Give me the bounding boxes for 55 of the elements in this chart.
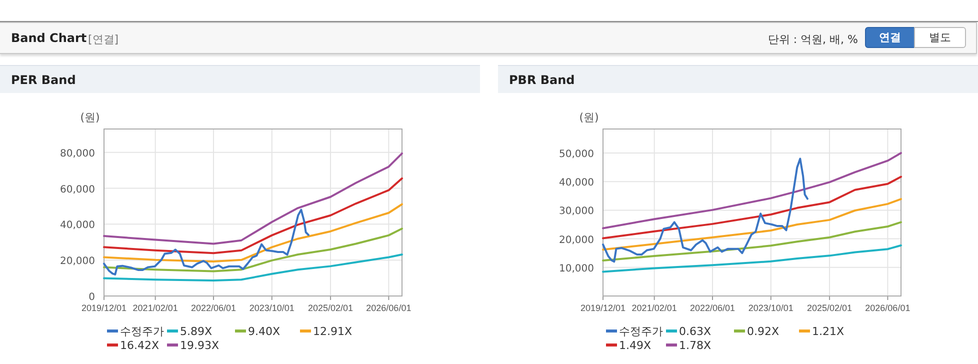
legend-label: 12.91X	[313, 325, 352, 338]
legend-label: 1.49X	[619, 339, 652, 352]
y-tick-label: 60,000	[60, 184, 95, 196]
legend-label: 16.42X	[120, 339, 160, 352]
x-tick-label: 2025/02/01	[308, 303, 354, 313]
y-tick-label: 50,000	[559, 149, 594, 160]
y-axis-title: (원)	[579, 111, 599, 124]
y-tick-label: 20,000	[559, 234, 594, 246]
x-tick-label: 2019/12/01	[81, 303, 127, 313]
x-tick-label: 2026/06/01	[865, 303, 910, 313]
line-series	[103, 152, 403, 245]
text: [연결]	[88, 32, 119, 47]
legend-label: 9.40X	[248, 325, 280, 338]
legend-label: 19.93X	[180, 339, 220, 352]
y-tick-label: 0	[88, 292, 95, 303]
line-series	[602, 152, 902, 230]
y-axis-title: (원)	[80, 111, 100, 124]
legend-label: 수정주가	[619, 325, 663, 338]
text: 별도	[914, 27, 966, 48]
y-tick-label: 40,000	[60, 220, 95, 232]
text: Band Chart	[11, 31, 87, 45]
legend-label: 수정주가	[120, 325, 164, 338]
line-series	[103, 228, 403, 272]
legend-label: 0.63X	[679, 325, 712, 338]
chart-title: PER Band	[11, 73, 76, 87]
line-series	[602, 176, 902, 240]
y-tick-label: 10,000	[559, 263, 594, 274]
x-tick-label: 2021/02/01	[132, 303, 178, 313]
x-tick-label: 2022/06/01	[690, 303, 736, 313]
line-series	[103, 254, 403, 282]
y-tick-label: 30,000	[559, 206, 594, 218]
legend-label: 0.92X	[747, 325, 780, 338]
line-series	[602, 221, 902, 262]
y-tick-label: 20,000	[60, 256, 95, 268]
x-tick-label: 2023/10/01	[249, 303, 294, 313]
line-series	[103, 177, 403, 254]
x-tick-label: 2026/06/01	[366, 303, 412, 313]
line-series	[103, 203, 403, 263]
x-tick-label: 2023/10/01	[748, 303, 794, 313]
x-tick-label: 2025/02/01	[807, 303, 852, 313]
chart-title: PBR Band	[509, 73, 575, 87]
legend-label: 1.78X	[679, 339, 712, 352]
line-series	[602, 244, 902, 273]
line-series	[602, 198, 902, 251]
x-tick-label: 2021/02/01	[632, 303, 677, 313]
y-tick-label: 40,000	[559, 178, 594, 189]
legend-label: 5.89X	[180, 325, 212, 338]
y-tick-label: 80,000	[60, 148, 95, 160]
legend-label: 1.21X	[812, 325, 844, 338]
x-tick-label: 2022/06/01	[190, 303, 236, 313]
text: 단위 : 억원, 배, %	[768, 32, 858, 47]
line-series	[103, 208, 310, 276]
x-tick-label: 2019/12/01	[580, 303, 626, 313]
text: 연결	[865, 27, 915, 48]
line-series	[602, 158, 808, 263]
